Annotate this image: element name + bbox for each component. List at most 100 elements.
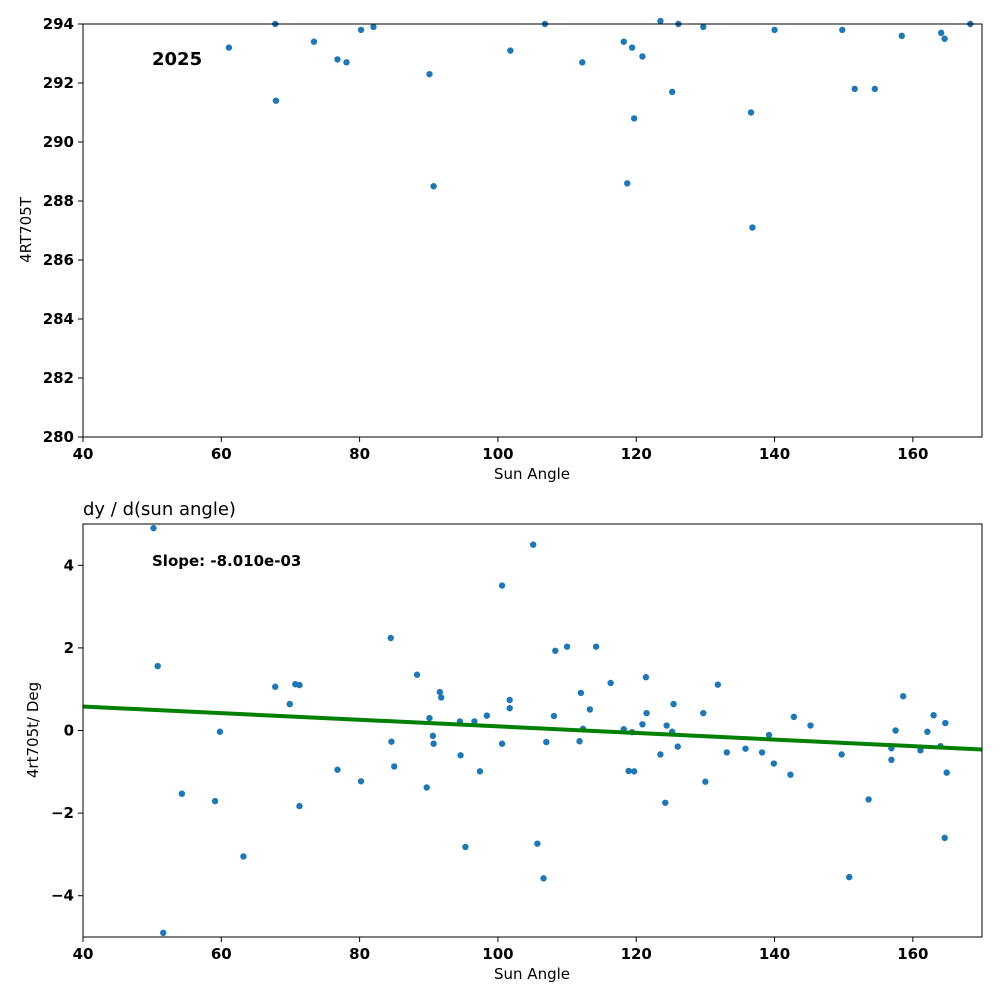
bottom-y-ticks: −4 −2 0 2 4 — [51, 556, 83, 905]
data-point — [272, 97, 280, 104]
data-point — [639, 721, 646, 728]
data-point — [357, 26, 365, 34]
top-y-ticks: 280 282 284 286 288 290 292 294 — [43, 15, 83, 446]
data-point — [592, 643, 600, 650]
data-point — [642, 674, 650, 681]
data-point — [310, 38, 318, 45]
data-point — [430, 183, 437, 190]
top-year-annotation: 2025 — [152, 49, 202, 70]
x-tick-label: 60 — [211, 445, 232, 463]
data-point — [941, 35, 948, 42]
data-point — [579, 59, 586, 66]
data-point — [150, 524, 157, 532]
top-y-axis-label: 4RT705T — [17, 196, 35, 263]
y-tick-label: 280 — [43, 428, 74, 446]
data-point — [643, 709, 650, 717]
data-point — [770, 760, 778, 767]
y-tick-label: 292 — [43, 74, 74, 92]
bottom-plot-frame — [82, 523, 983, 938]
data-point — [506, 696, 513, 704]
y-tick-label: 2 — [64, 639, 74, 657]
y-tick-label: 284 — [43, 310, 74, 328]
x-tick-label: 40 — [73, 945, 94, 963]
data-point — [457, 752, 464, 759]
data-point — [540, 875, 547, 882]
y-tick-label: −4 — [51, 887, 74, 905]
top-plot-area — [83, 24, 982, 437]
data-point — [790, 713, 798, 721]
data-point — [240, 853, 247, 860]
x-tick-label: 140 — [759, 945, 790, 963]
data-point — [930, 712, 937, 719]
data-point — [723, 749, 731, 756]
data-point — [943, 769, 950, 776]
data-point — [625, 767, 632, 775]
data-point — [630, 768, 638, 775]
data-point — [529, 541, 537, 548]
x-tick-label: 140 — [759, 445, 790, 463]
x-tick-label: 160 — [897, 945, 928, 963]
data-point — [429, 732, 437, 740]
data-point — [476, 768, 484, 775]
data-point — [700, 23, 707, 31]
data-point — [924, 728, 931, 735]
data-point — [426, 714, 433, 722]
data-point — [937, 29, 945, 37]
data-point — [620, 38, 627, 45]
data-point — [662, 799, 669, 806]
data-point — [534, 840, 541, 847]
top-x-ticks: 40 60 80 100 120 140 160 — [73, 437, 929, 463]
data-point — [577, 689, 585, 697]
bottom-x-axis-label: Sun Angle — [494, 965, 570, 983]
data-point — [413, 671, 421, 678]
bottom-fit-line-group — [82, 704, 983, 752]
y-tick-label: 282 — [43, 369, 74, 387]
x-tick-label: 100 — [482, 445, 513, 463]
data-point — [272, 683, 279, 690]
data-point — [639, 53, 646, 60]
data-point — [742, 745, 749, 752]
data-point — [498, 740, 506, 747]
data-point — [917, 747, 924, 754]
data-point — [663, 722, 670, 729]
data-point — [436, 688, 444, 696]
data-point — [758, 749, 766, 756]
bottom-scatter-panel: dy / d(sun angle) 40 60 80 100 120 140 160 −4−… — [24, 499, 983, 983]
data-point — [423, 784, 430, 791]
data-point — [576, 738, 583, 745]
bottom-y-axis-label: 4rt705t/ Deg — [24, 682, 42, 778]
x-tick-label: 160 — [897, 445, 928, 463]
x-tick-label: 40 — [73, 445, 94, 463]
x-tick-label: 100 — [482, 945, 513, 963]
top-x-axis-label: Sun Angle — [494, 465, 570, 483]
data-point — [506, 704, 513, 712]
data-point — [160, 929, 167, 937]
data-point — [892, 727, 899, 734]
data-point — [674, 743, 681, 750]
data-point — [700, 709, 707, 717]
data-point — [899, 693, 907, 700]
data-point — [390, 763, 398, 770]
data-point — [357, 778, 365, 785]
x-tick-label: 120 — [621, 945, 652, 963]
data-point — [657, 751, 664, 758]
data-point — [296, 802, 303, 810]
data-point — [563, 643, 571, 650]
data-point — [462, 843, 469, 851]
data-point — [211, 797, 219, 805]
data-point — [714, 681, 722, 688]
bottom-panel-title: dy / d(sun angle) — [83, 499, 236, 520]
data-point — [657, 17, 664, 25]
data-point — [216, 728, 224, 735]
data-point — [668, 88, 676, 96]
data-point — [807, 722, 814, 729]
x-tick-label: 120 — [621, 445, 652, 463]
data-point — [286, 700, 293, 708]
y-tick-label: −2 — [51, 804, 74, 822]
data-point — [628, 44, 636, 51]
data-point — [483, 712, 491, 719]
data-point — [765, 731, 773, 739]
data-point — [430, 740, 437, 747]
y-tick-label: 286 — [43, 251, 74, 269]
data-point — [898, 32, 905, 39]
